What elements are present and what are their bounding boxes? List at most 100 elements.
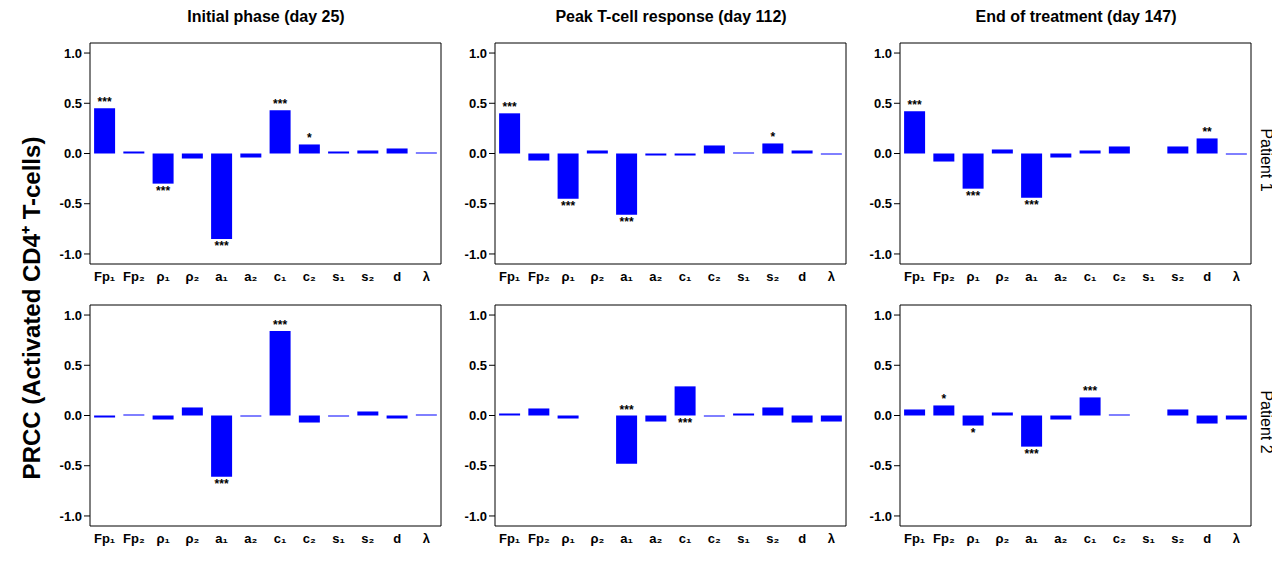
svg-text:ρ₂: ρ₂ [185,269,199,284]
svg-text:-0.5: -0.5 [465,196,487,211]
svg-text:ρ₁: ρ₁ [966,269,979,284]
svg-text:d: d [393,269,401,284]
svg-text:a₁: a₁ [620,269,633,284]
svg-text:λ: λ [1233,531,1241,546]
svg-text:λ: λ [828,269,836,284]
svg-text:c₂: c₂ [708,269,721,284]
svg-text:Fp₁: Fp₁ [94,531,115,546]
svg-text:***: *** [966,189,980,203]
svg-text:a₂: a₂ [649,269,662,284]
svg-text:-1.0: -1.0 [465,247,487,262]
svg-text:s₂: s₂ [766,531,779,546]
svg-text:***: *** [908,98,922,112]
svg-text:a₂: a₂ [244,269,257,284]
svg-text:Fp₂: Fp₂ [528,269,550,284]
svg-text:*: * [307,131,312,145]
svg-text:***: *** [561,199,575,213]
svg-text:0.0: 0.0 [469,146,487,161]
svg-text:***: *** [273,97,287,111]
svg-text:0.0: 0.0 [874,408,892,423]
svg-text:s₁: s₁ [737,531,750,546]
svg-text:d: d [1203,269,1211,284]
svg-text:Fp₁: Fp₁ [499,531,520,546]
svg-text:ρ₁: ρ₁ [156,531,169,546]
svg-text:ρ₁: ρ₁ [561,531,574,546]
svg-text:ρ₂: ρ₂ [995,269,1009,284]
svg-text:c₁: c₁ [679,531,692,546]
svg-text:***: *** [1025,198,1039,212]
svg-text:d: d [798,269,806,284]
svg-text:c₂: c₂ [303,531,316,546]
svg-text:-1.0: -1.0 [870,509,892,524]
svg-text:0.5: 0.5 [64,358,82,373]
svg-text:c₂: c₂ [1113,269,1126,284]
svg-text:***: *** [620,215,634,229]
svg-text:d: d [798,531,806,546]
svg-text:c₂: c₂ [1113,531,1126,546]
svg-text:c₂: c₂ [303,269,316,284]
svg-text:-1.0: -1.0 [60,247,82,262]
svg-text:-0.5: -0.5 [60,196,82,211]
svg-text:*: * [971,426,976,440]
svg-text:Fp₂: Fp₂ [933,269,955,284]
svg-text:0.5: 0.5 [469,96,487,111]
svg-text:Fp₁: Fp₁ [904,531,925,546]
svg-text:a₁: a₁ [215,269,228,284]
svg-text:-0.5: -0.5 [465,458,487,473]
svg-text:Fp₂: Fp₂ [123,531,145,546]
svg-text:-0.5: -0.5 [870,458,892,473]
svg-text:***: *** [1083,384,1097,398]
svg-text:c₁: c₁ [679,269,692,284]
svg-text:ρ₂: ρ₂ [185,531,199,546]
svg-text:a₁: a₁ [1025,531,1038,546]
svg-text:1.0: 1.0 [469,46,487,61]
svg-text:0.0: 0.0 [64,146,82,161]
svg-text:0.5: 0.5 [874,358,892,373]
svg-text:ρ₁: ρ₁ [156,269,169,284]
svg-text:Fp₂: Fp₂ [528,531,550,546]
svg-text:0.0: 0.0 [469,408,487,423]
svg-text:***: *** [503,100,517,114]
svg-text:***: *** [156,184,170,198]
svg-text:ρ₂: ρ₂ [590,269,604,284]
svg-text:0.5: 0.5 [469,358,487,373]
svg-text:-0.5: -0.5 [870,196,892,211]
svg-text:a₂: a₂ [1054,269,1067,284]
svg-text:Fp₂: Fp₂ [123,269,145,284]
svg-text:0.5: 0.5 [64,96,82,111]
svg-text:***: *** [215,239,229,253]
svg-text:-1.0: -1.0 [60,509,82,524]
svg-text:a₂: a₂ [244,531,257,546]
svg-text:λ: λ [1233,269,1241,284]
svg-text:d: d [1203,531,1211,546]
svg-text:-1.0: -1.0 [465,509,487,524]
svg-text:s₂: s₂ [361,531,374,546]
svg-text:ρ₁: ρ₁ [561,269,574,284]
svg-text:Fp₁: Fp₁ [94,269,115,284]
svg-text:a₁: a₁ [215,531,228,546]
svg-text:s₂: s₂ [766,269,779,284]
svg-text:c₁: c₁ [274,531,287,546]
svg-text:***: *** [1025,447,1039,461]
svg-text:s₂: s₂ [361,269,374,284]
svg-text:a₁: a₁ [1025,269,1038,284]
svg-text:***: *** [215,477,229,491]
svg-text:c₁: c₁ [274,269,287,284]
svg-text:Fp₁: Fp₁ [904,269,925,284]
svg-text:*: * [771,130,776,144]
svg-text:d: d [393,531,401,546]
svg-text:1.0: 1.0 [64,46,82,61]
svg-text:**: ** [1202,125,1212,139]
svg-text:1.0: 1.0 [874,46,892,61]
svg-text:s₁: s₁ [1142,269,1155,284]
svg-text:1.0: 1.0 [64,308,82,323]
svg-text:c₁: c₁ [1084,531,1097,546]
svg-text:s₁: s₁ [332,531,345,546]
svg-text:s₁: s₁ [332,269,345,284]
svg-text:-0.5: -0.5 [60,458,82,473]
svg-text:0.0: 0.0 [874,146,892,161]
svg-text:λ: λ [423,269,431,284]
svg-text:*: * [942,392,947,406]
svg-text:c₁: c₁ [1084,269,1097,284]
svg-text:ρ₁: ρ₁ [966,531,979,546]
